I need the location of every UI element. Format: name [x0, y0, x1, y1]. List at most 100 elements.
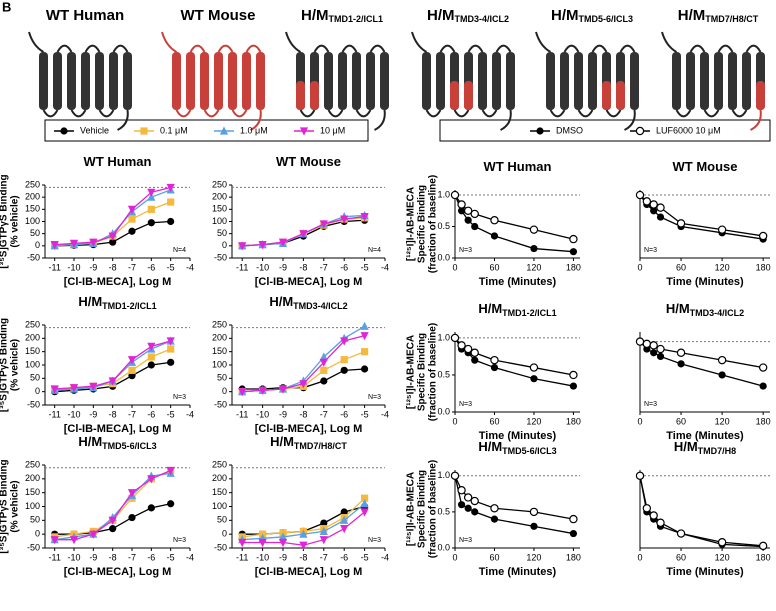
title-sub: TMD3-4/ICL2 [690, 308, 745, 318]
legend-label: 0.1 μM [160, 125, 188, 135]
x-tick-label: 0 [452, 552, 457, 562]
x-tick-label: -5 [361, 552, 369, 562]
marker [50, 385, 59, 394]
y-axis-label: [¹²⁵I]I-AB-MECA [406, 335, 417, 409]
marker [529, 507, 539, 517]
marker [677, 360, 685, 368]
x-tick-label: 120 [526, 262, 541, 272]
title-main: WT Human [84, 154, 152, 169]
marker [89, 238, 98, 247]
x-tick-label: -10 [256, 552, 269, 562]
marker [635, 471, 645, 480]
y-tick-label: 50 [217, 373, 227, 383]
x-tick-label: -5 [167, 552, 175, 562]
marker [320, 519, 328, 527]
loop [217, 44, 234, 53]
marker [717, 355, 727, 365]
y-tick-label: 50 [217, 228, 227, 238]
marker [340, 515, 349, 524]
x-tick-label: -4 [186, 409, 194, 419]
c-term [750, 109, 762, 131]
title-main: H/M [78, 434, 102, 449]
marker [258, 386, 267, 395]
helix [172, 52, 181, 110]
marker [340, 525, 349, 534]
title-main: WT Human [46, 7, 124, 24]
marker [140, 127, 148, 135]
y-tick-label: 250 [212, 179, 227, 189]
helix [366, 52, 375, 110]
c-term [374, 109, 386, 131]
helix [742, 52, 751, 110]
marker [340, 356, 348, 364]
marker [649, 200, 658, 209]
y-axis-label: (% vehicle) [10, 480, 21, 532]
note: N=3 [459, 247, 472, 254]
loop [327, 109, 344, 118]
note: N=3 [459, 537, 472, 544]
y-tick-label: 250 [212, 459, 227, 469]
c-term [500, 109, 512, 131]
x-axis-label: Time (Minutes) [666, 566, 744, 578]
legend-label: DMSO [556, 125, 583, 135]
helix-chimera [464, 81, 473, 110]
x-axis-label: [Cl-IB-MECA], Log M [255, 423, 363, 435]
title: WT Mouse [276, 154, 341, 169]
y-tick-label: 150 [212, 487, 227, 497]
y-tick-label: 1.0 [437, 470, 450, 480]
note: N=3 [173, 537, 186, 544]
helix [242, 52, 251, 110]
title: H/MTMD7/H8 [674, 439, 736, 456]
x-tick-label: -8 [109, 409, 117, 419]
y-tick-label: 150 [25, 487, 40, 497]
y-tick-label: 200 [212, 192, 227, 202]
marker [340, 215, 349, 224]
title: H/MTMD1-2/ICL1 [301, 7, 383, 24]
n-term [161, 31, 178, 53]
x-tick-label: 60 [489, 262, 499, 272]
marker [299, 529, 308, 538]
y-tick-label: -50 [27, 542, 40, 552]
helix [380, 52, 389, 110]
legend-box [439, 119, 771, 142]
helix [67, 52, 76, 110]
marker [457, 207, 466, 215]
helix [630, 52, 639, 110]
marker [650, 207, 658, 215]
y-tick-label: 250 [212, 319, 227, 329]
helix [109, 52, 118, 110]
x-tick-label: 120 [526, 552, 541, 562]
y-tick-label: 200 [25, 192, 40, 202]
x-tick-label: -6 [147, 262, 155, 272]
x-axis-label: [Cl-IB-MECA], Log M [255, 276, 363, 288]
title-sub: TMD1-2/ICL1 [502, 308, 557, 318]
y-tick-label: 1.0 [437, 189, 450, 199]
marker [340, 508, 348, 516]
marker [649, 511, 658, 520]
y-tick-label: 250 [25, 319, 40, 329]
y-tick-label: 50 [30, 373, 40, 383]
marker [450, 333, 460, 343]
y-tick-label: 200 [25, 473, 40, 483]
marker [147, 219, 155, 227]
x-tick-label: -7 [320, 409, 328, 419]
y-tick-label: 200 [212, 473, 227, 483]
title: H/MTMD5-6/ICL3 [78, 434, 156, 451]
marker [360, 499, 369, 508]
x-tick-label: 180 [566, 262, 581, 272]
marker [299, 127, 309, 136]
y-tick-label: 0.0 [437, 542, 450, 552]
marker [759, 382, 767, 390]
loop [731, 109, 748, 118]
marker [167, 345, 175, 353]
x-axis-label: [Cl-IB-MECA], Log M [64, 276, 172, 288]
x-axis-label: [Cl-IB-MECA], Log M [64, 566, 172, 578]
marker [60, 127, 68, 135]
title-sub: TMD7/H8/CT [294, 441, 348, 451]
title-main: H/M [478, 301, 502, 316]
marker [166, 466, 175, 476]
x-tick-label: -6 [340, 409, 348, 419]
x-tick-label: -4 [381, 552, 389, 562]
title: H/MTMD7/H8/CT [678, 7, 759, 24]
marker [127, 205, 137, 214]
